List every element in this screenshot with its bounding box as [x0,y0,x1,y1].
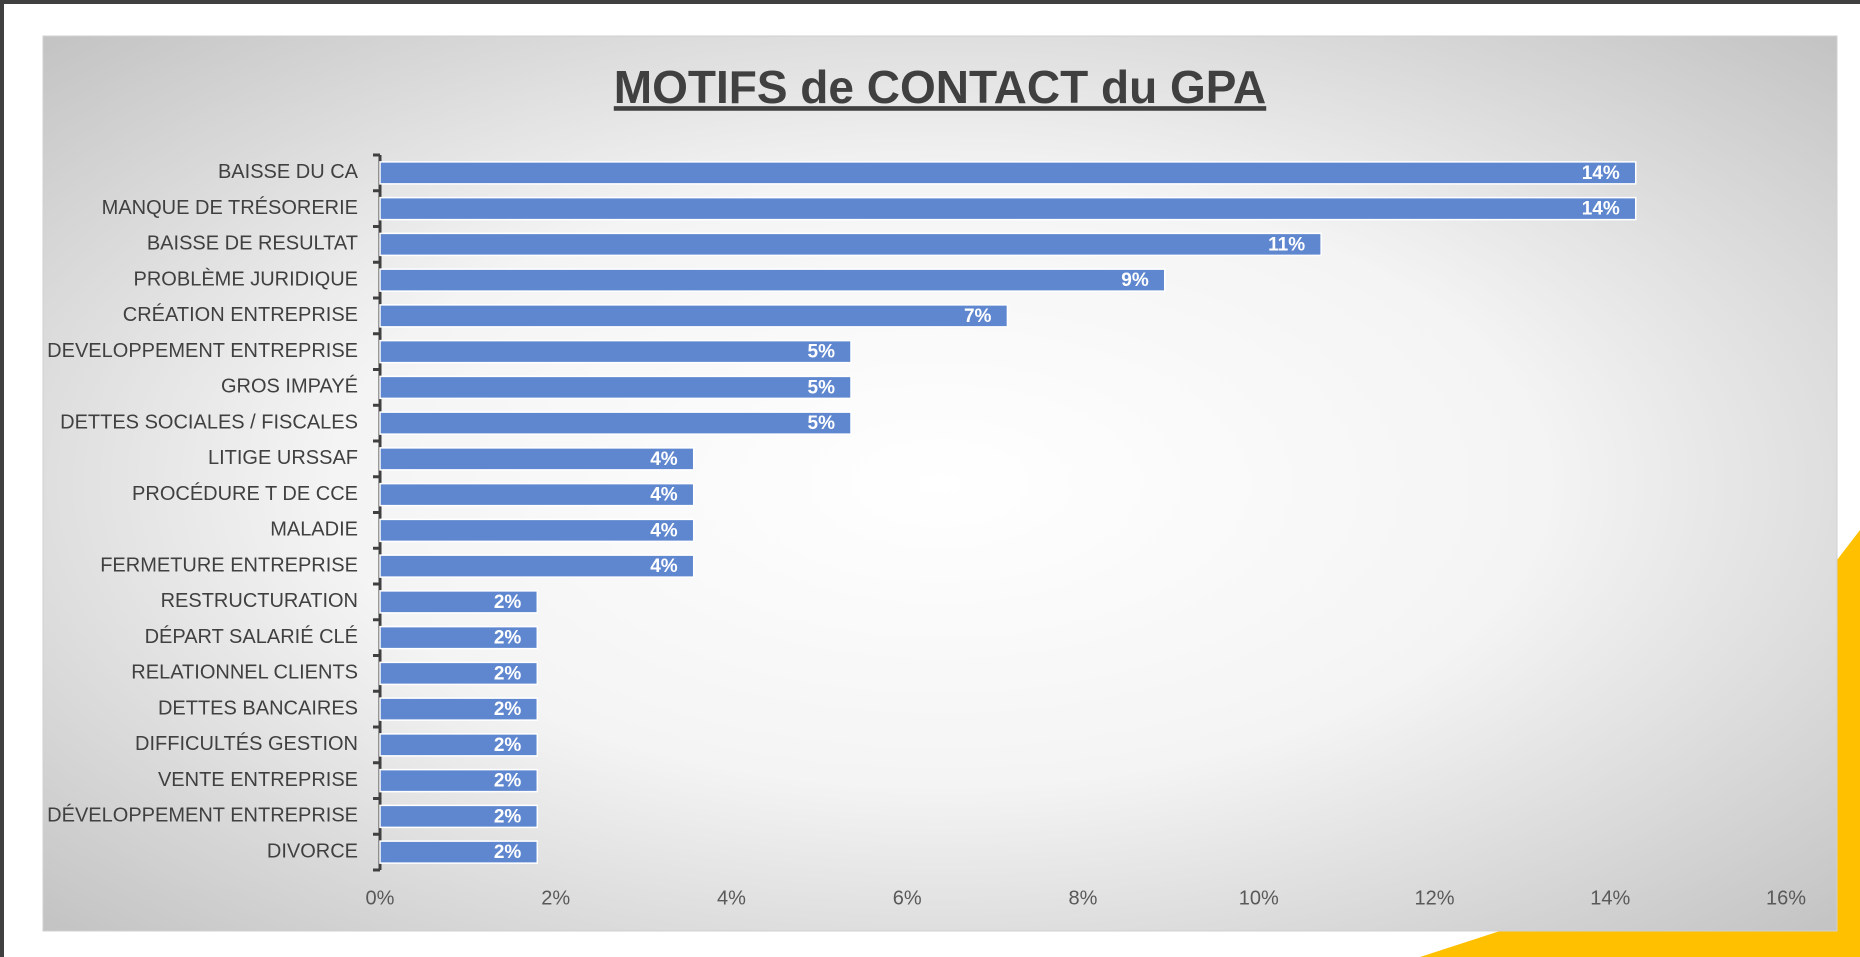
bar [379,625,539,650]
bar [379,161,1637,185]
y-tick-label: DETTES BANCAIRES [158,697,358,719]
x-tick-label: 14% [1590,887,1630,909]
y-tick-label: RESTRUCTURATION [161,590,358,612]
bar [379,804,539,829]
x-tick-label: 6% [893,887,922,909]
bar [379,768,539,793]
chart-area [42,35,1838,932]
bar [379,482,695,507]
bar [379,697,539,721]
y-tick-label: DETTES SOCIALES / FISCALES [60,411,358,433]
data-label: 2% [494,735,522,756]
bar [379,518,695,543]
x-tick-label: 8% [1069,887,1098,909]
bar [379,733,539,757]
y-tick-label: DÉPART SALARIÉ CLÉ [145,625,358,648]
y-tick-label: PROBLÈME JURIDIQUE [134,267,358,290]
data-label: 2% [494,842,522,863]
bar [379,447,695,471]
y-tick-label: MALADIE [270,519,358,541]
data-label: 2% [494,592,522,613]
x-tick-label: 12% [1414,887,1454,909]
data-label: 5% [808,413,836,434]
y-tick-label: LITIGE URSSAF [208,447,358,469]
data-label: 2% [494,771,522,792]
data-label: 4% [650,449,678,470]
data-label: 11% [1268,234,1305,255]
bar [379,554,695,578]
data-label: 14% [1582,199,1620,220]
x-tick-label: 16% [1766,887,1806,909]
x-tick-label: 4% [717,887,746,909]
y-tick-label: DÉVELOPPEMENT ENTREPRISE [47,804,358,827]
x-tick-label: 10% [1239,887,1279,909]
bar [379,840,539,864]
data-label: 4% [650,520,678,541]
bar [379,339,852,364]
data-label: 5% [808,342,836,363]
data-label: 5% [808,377,836,398]
data-label: 14% [1582,163,1620,184]
y-tick-label: VENTE ENTREPRISE [158,769,358,791]
y-tick-label: BAISSE DE RESULTAT [147,233,358,255]
y-tick-label: PROCÉDURE T DE CCE [132,482,358,505]
bar [379,411,852,435]
y-tick-label: CRÉATION ENTREPRISE [123,303,358,326]
data-label: 7% [964,306,992,327]
data-label: 2% [494,699,522,720]
bar [379,375,852,400]
y-tick-label: DIFFICULTÉS GESTION [135,732,358,755]
y-tick-label: BAISSE DU CA [218,161,359,183]
data-label: 2% [494,663,522,684]
data-label: 4% [650,556,678,577]
x-tick-label: 0% [366,887,395,909]
y-tick-label: MANQUE DE TRÉSORERIE [102,196,358,219]
x-tick-label: 2% [541,887,570,909]
bar [379,304,1009,328]
y-tick-label: RELATIONNEL CLIENTS [131,662,358,684]
data-label: 2% [494,806,522,827]
data-label: 9% [1121,270,1149,291]
bar [379,232,1322,257]
data-label: 2% [494,628,522,649]
y-tick-label: DEVELOPPEMENT ENTREPRISE [47,340,358,362]
bar [379,661,539,686]
y-tick-label: FERMETURE ENTREPRISE [100,554,358,576]
chart-title: MOTIFS de CONTACT du GPA [614,61,1266,113]
y-tick-label: DIVORCE [267,840,358,862]
y-tick-label: GROS IMPAYÉ [221,375,358,398]
bar [379,590,539,614]
data-label: 4% [650,485,678,506]
bar [379,196,1637,221]
bar [379,268,1166,292]
